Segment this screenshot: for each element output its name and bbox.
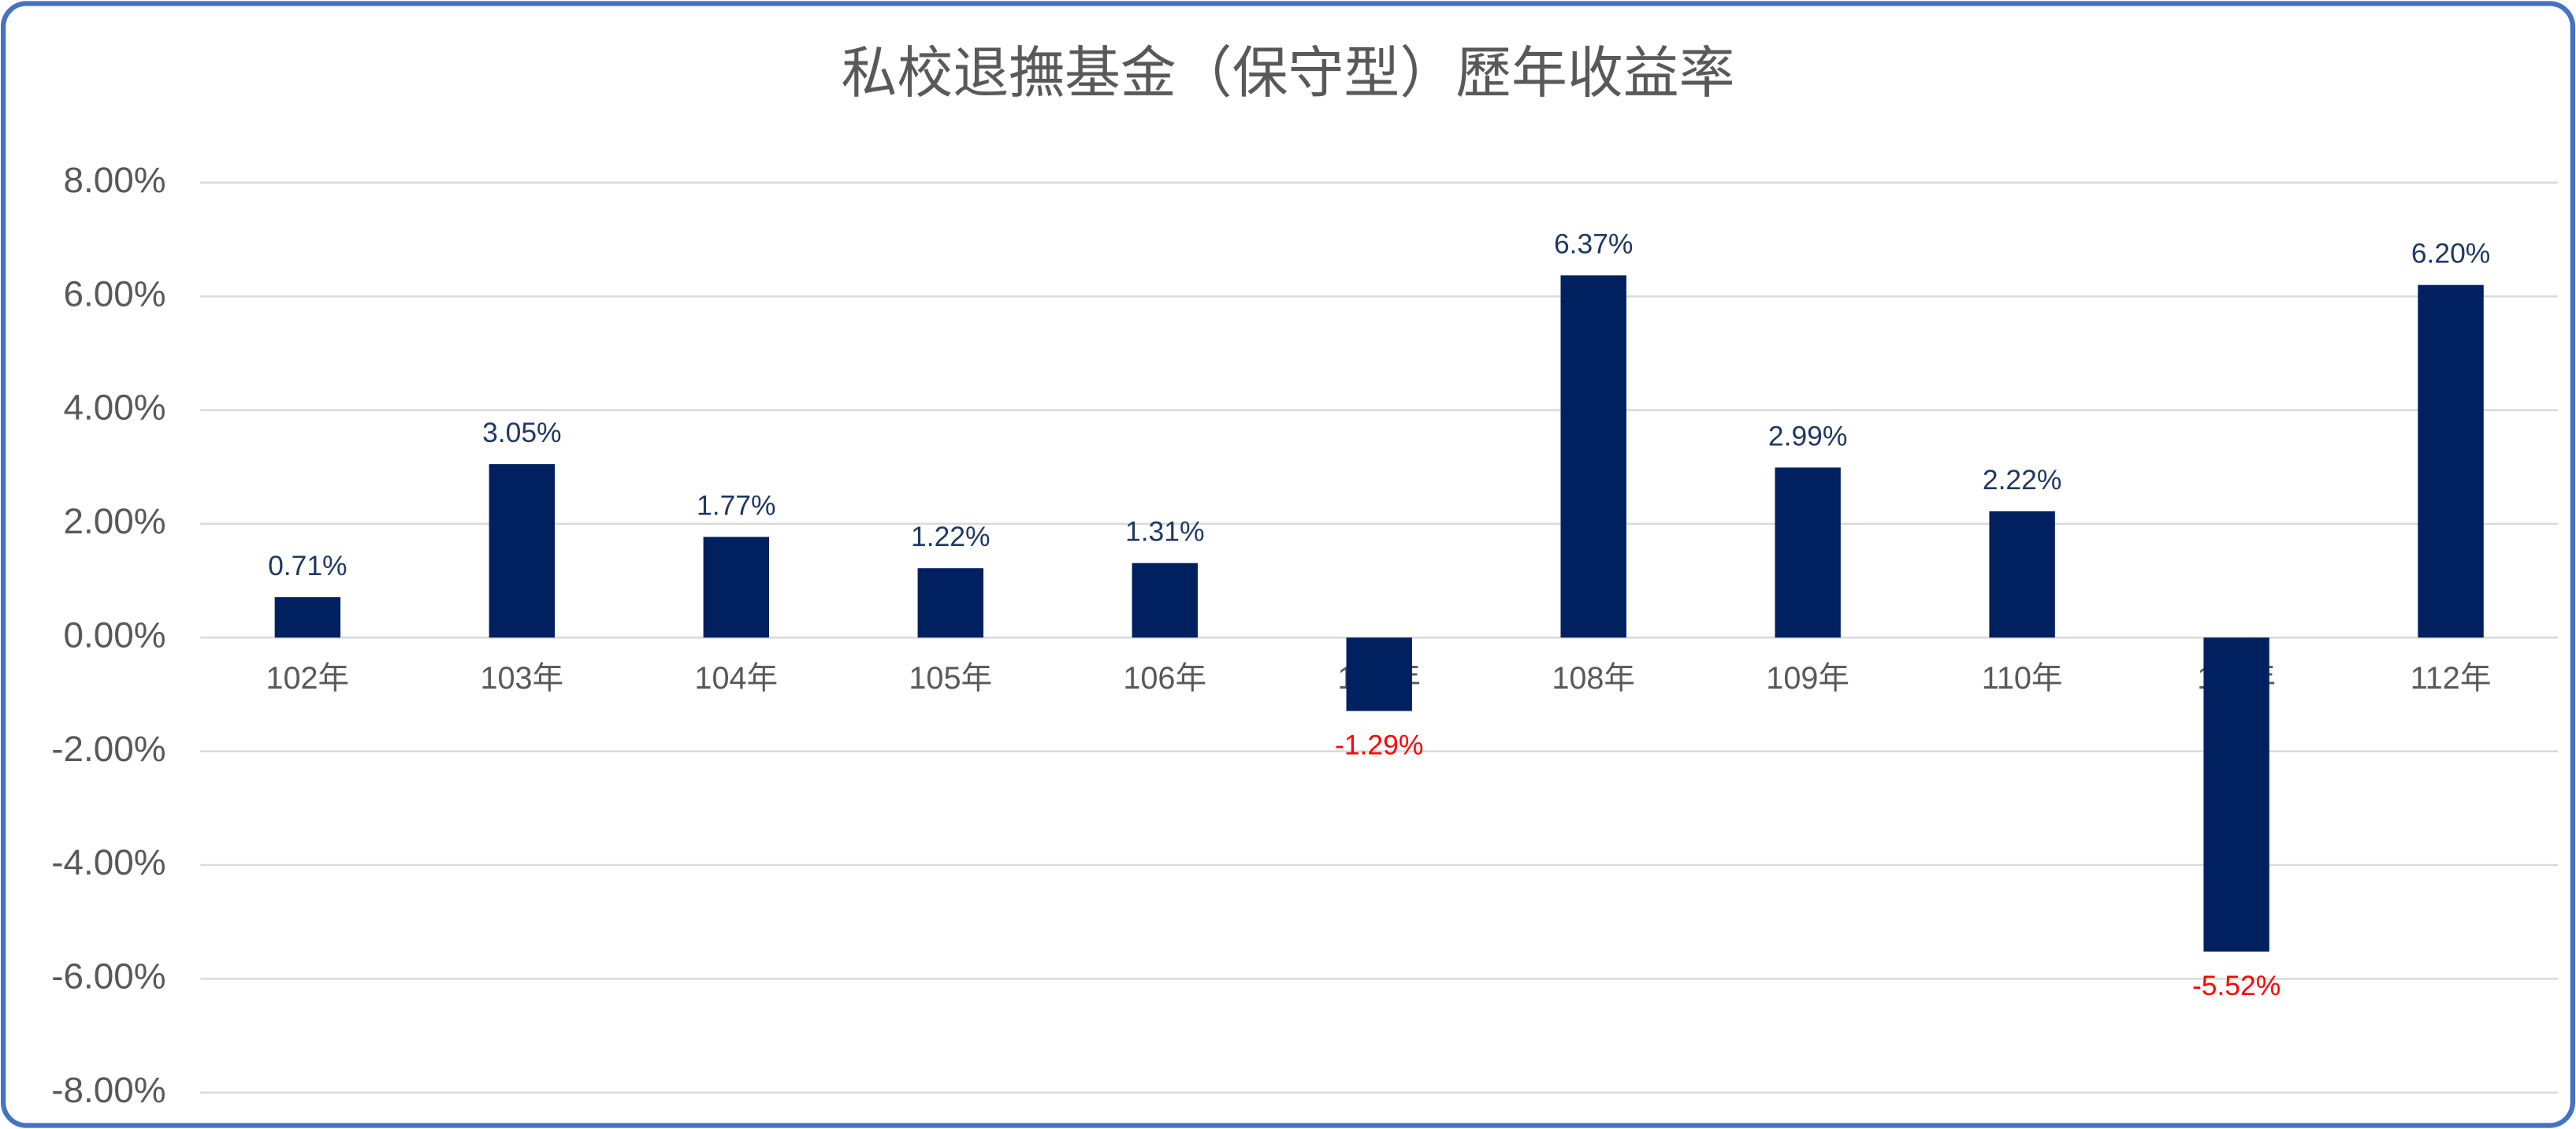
data-label: 3.05%: [482, 417, 561, 448]
x-tick-label: 104年: [694, 661, 778, 696]
x-tick-label: 106年: [1123, 661, 1206, 696]
x-tick-label: 109年: [1766, 661, 1849, 696]
bar: [1560, 275, 1626, 638]
data-label: 1.22%: [911, 521, 990, 552]
y-tick-label: 8.00%: [64, 159, 166, 200]
bar: [489, 464, 556, 638]
data-label: 2.22%: [1983, 464, 2061, 496]
bar: [917, 568, 983, 638]
data-label: 0.71%: [268, 550, 347, 581]
y-tick-label: 4.00%: [64, 387, 166, 428]
x-tick-label: 103年: [480, 661, 563, 696]
y-tick-label: 0.00%: [64, 614, 166, 655]
y-tick-label: 2.00%: [64, 500, 166, 541]
bar: [1989, 511, 2055, 638]
bar: [1346, 637, 1412, 711]
bar: [703, 537, 769, 638]
bar: [1775, 467, 1841, 638]
data-label: -1.29%: [1335, 730, 1423, 761]
data-label: 6.37%: [1554, 228, 1633, 259]
bar: [274, 597, 341, 638]
x-tick-label: 108年: [1552, 661, 1635, 696]
y-tick-label: -8.00%: [51, 1069, 165, 1110]
data-label: 2.99%: [1768, 420, 1847, 451]
x-tick-label: 102年: [266, 661, 349, 696]
y-tick-label: 6.00%: [64, 273, 166, 314]
bar: [1132, 563, 1198, 638]
y-tick-label: -2.00%: [51, 728, 165, 769]
data-label: 1.31%: [1125, 516, 1204, 548]
x-tick-label: 105年: [909, 661, 992, 696]
x-tick-label: 110年: [1982, 661, 2063, 696]
data-label: 1.77%: [697, 489, 775, 521]
data-label: 6.20%: [2411, 238, 2490, 269]
y-tick-label: -6.00%: [51, 956, 165, 997]
chart-title: 私校退撫基金（保守型）歷年收益率: [842, 43, 1735, 105]
x-tick-label: 112年: [2411, 661, 2492, 696]
data-label: -5.52%: [2192, 970, 2280, 1001]
y-tick-label: -4.00%: [51, 841, 165, 882]
bar: [2203, 637, 2269, 952]
bar: [2418, 284, 2484, 638]
